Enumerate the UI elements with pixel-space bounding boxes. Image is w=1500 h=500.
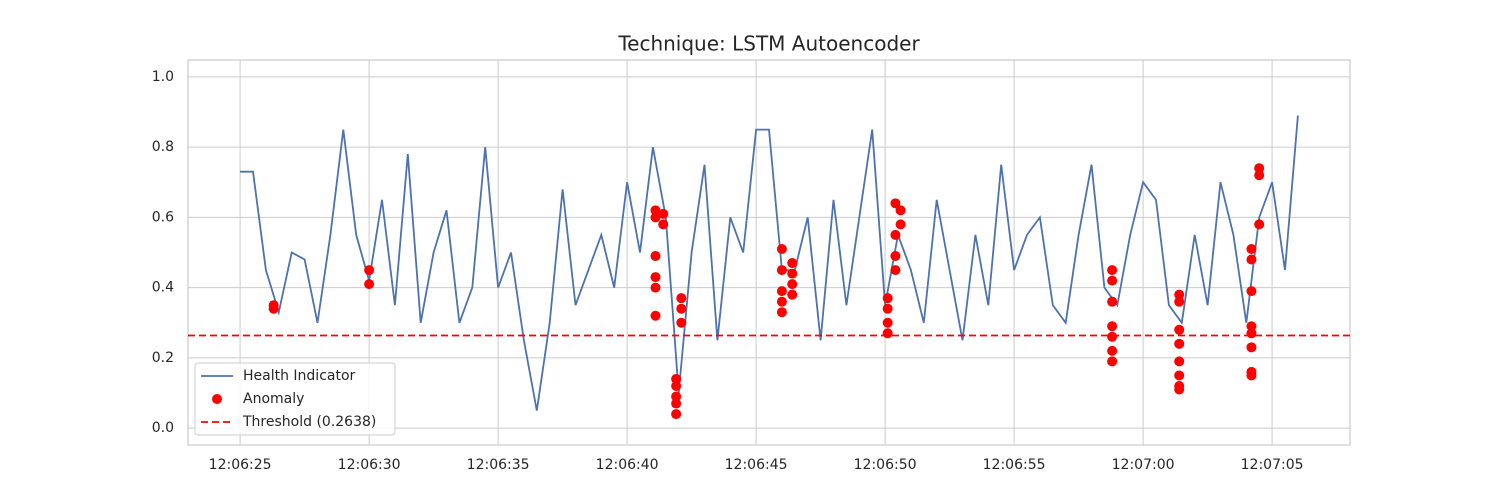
legend-marker — [212, 394, 222, 404]
anomaly-point — [268, 303, 279, 314]
anomaly-point — [787, 289, 798, 300]
y-tick-label: 0.4 — [152, 280, 174, 296]
anomaly-point — [882, 328, 893, 339]
x-tick-label: 12:07:00 — [1112, 457, 1175, 473]
legend-box — [194, 362, 396, 436]
anomaly-point — [1246, 254, 1257, 265]
x-tick-label: 12:06:55 — [983, 457, 1046, 473]
x-tick-label: 12:07:05 — [1241, 457, 1304, 473]
anomaly-point — [1174, 370, 1185, 381]
legend: Health Indicator Anomaly Threshold (0.2638… — [194, 362, 396, 436]
legend-label: Anomaly — [243, 391, 304, 407]
anomaly-point — [671, 373, 682, 384]
anomaly-point — [658, 208, 669, 219]
anomaly-point — [1246, 342, 1257, 353]
anomaly-point — [650, 212, 661, 223]
anomaly-point — [776, 286, 787, 297]
anomaly-point — [364, 279, 375, 290]
anomaly-point — [1107, 296, 1118, 307]
anomaly-point — [882, 317, 893, 328]
anomaly-point — [1174, 356, 1185, 367]
anomaly-point — [882, 293, 893, 304]
anomaly-point — [890, 198, 901, 209]
anomaly-point — [787, 268, 798, 279]
legend-label: Threshold (0.2638) — [242, 414, 376, 430]
anomaly-point — [1246, 370, 1257, 381]
y-tick-label: 1.0 — [152, 69, 174, 85]
x-tick-label: 12:06:25 — [209, 457, 272, 473]
y-tick-label: 0.8 — [152, 139, 174, 155]
anomaly-point — [650, 251, 661, 262]
chart-title: Technique: LSTM Autoencoder — [617, 32, 920, 56]
anomaly-point — [776, 296, 787, 307]
anomaly-point — [1107, 356, 1118, 367]
anomaly-point — [1254, 163, 1265, 174]
anomaly-point — [776, 265, 787, 276]
anomaly-point — [1254, 219, 1265, 230]
anomaly-point — [1174, 296, 1185, 307]
anomaly-point — [787, 279, 798, 290]
y-tick-label: 0.6 — [152, 209, 174, 225]
anomaly-point — [1107, 321, 1118, 332]
anomaly-point — [890, 251, 901, 262]
anomaly-point — [882, 303, 893, 314]
anomaly-point — [676, 317, 687, 328]
legend-label: Health Indicator — [243, 368, 356, 384]
anomaly-point — [890, 265, 901, 276]
health-line — [240, 115, 1299, 411]
anomaly-point — [671, 398, 682, 409]
x-tick-label: 12:06:30 — [338, 457, 401, 473]
anomaly-point — [776, 243, 787, 254]
anomaly-point — [650, 205, 661, 216]
x-tick-label: 12:06:50 — [854, 457, 917, 473]
anomaly-point — [1246, 328, 1257, 339]
anomaly-point — [1174, 338, 1185, 349]
anomaly-point — [1246, 321, 1257, 332]
anomaly-point — [1174, 289, 1185, 300]
anomaly-point — [1174, 324, 1185, 335]
anomaly-point — [650, 282, 661, 293]
x-tick-label: 12:06:45 — [725, 457, 788, 473]
y-tick-label: 0.2 — [152, 350, 174, 366]
anomaly-point — [1174, 384, 1185, 395]
anomaly-point — [671, 391, 682, 402]
x-tick-label: 12:06:35 — [467, 457, 530, 473]
y-tick-label: 0.0 — [152, 420, 174, 436]
anomaly-point — [650, 272, 661, 283]
anomaly-point — [364, 265, 375, 276]
anomaly-point — [1107, 345, 1118, 356]
anomaly-point — [1246, 286, 1257, 297]
anomaly-point — [895, 219, 906, 230]
anomaly-point — [1107, 275, 1118, 286]
anomaly-point — [676, 293, 687, 304]
anomaly-point — [787, 258, 798, 269]
anomaly-point — [776, 307, 787, 318]
anomaly-point — [890, 229, 901, 240]
anomaly-point — [895, 205, 906, 216]
x-tick-label: 12:06:40 — [596, 457, 659, 473]
anomaly-point — [1254, 170, 1265, 181]
anomaly-point — [676, 303, 687, 314]
anomaly-point — [1246, 243, 1257, 254]
plot-frame — [187, 59, 1351, 446]
anomaly-point — [658, 219, 669, 230]
anomaly-point — [671, 380, 682, 391]
anomaly-point — [1107, 331, 1118, 342]
anomaly-point — [650, 310, 661, 321]
anomaly-point — [671, 409, 682, 420]
anomaly-point — [1107, 265, 1118, 276]
